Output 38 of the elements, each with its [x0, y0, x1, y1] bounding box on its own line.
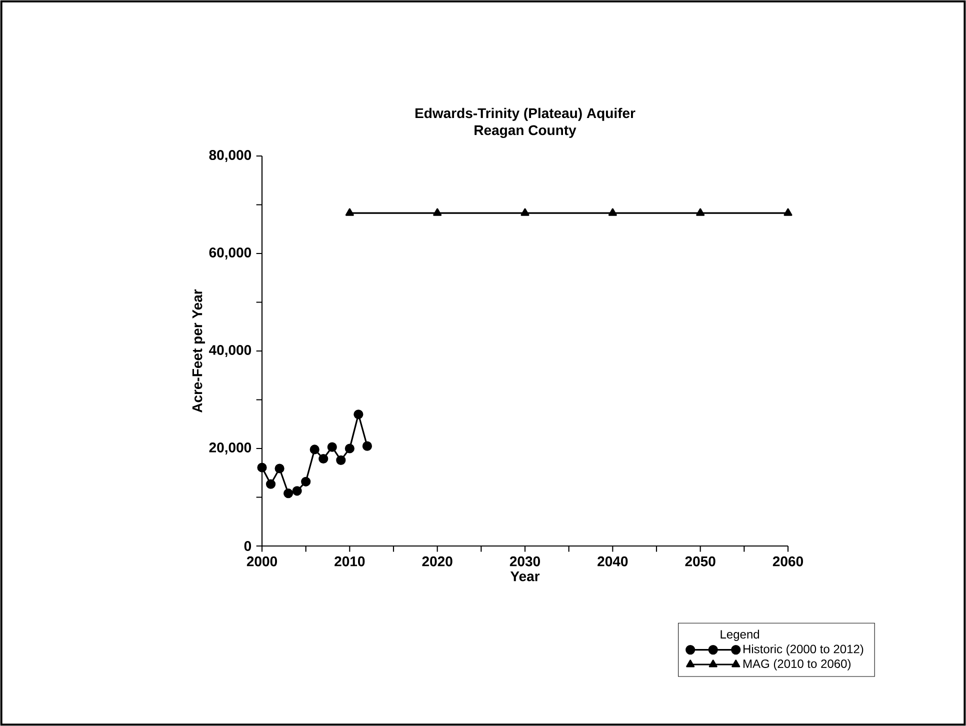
point	[784, 208, 792, 216]
point	[318, 454, 328, 464]
point	[274, 464, 284, 474]
x-tick-label: 2010	[334, 556, 365, 566]
point	[345, 208, 354, 216]
point	[354, 410, 364, 420]
y-tick-label: 80,000	[209, 150, 252, 162]
x-tick-label: 2020	[422, 556, 452, 566]
x-tick-label: 2000	[246, 556, 277, 566]
legend-label: MAG (2010 to 2060)	[744, 659, 850, 670]
legend-label: Historic (2000 to 2012)	[744, 644, 864, 656]
y-tick-label: 20,000	[209, 442, 252, 454]
point	[433, 208, 442, 216]
x-tick-label: 2040	[598, 556, 628, 566]
legend-title: Legend	[720, 630, 760, 641]
point	[344, 444, 354, 454]
x-tick-label: 2030	[510, 556, 540, 566]
x-axis-title: Year	[510, 572, 540, 582]
x-tick-label: 2050	[685, 556, 716, 566]
point	[266, 479, 276, 489]
point	[520, 208, 530, 216]
chart-subtitle: Reagan County	[474, 125, 576, 138]
point	[310, 444, 320, 454]
y-tick-label: 60,000	[209, 248, 252, 260]
point	[696, 208, 705, 216]
y-axis-title: Acre-Feet per Year	[192, 289, 205, 413]
point	[284, 488, 294, 498]
point	[327, 442, 337, 452]
point	[257, 462, 267, 472]
point	[292, 486, 302, 496]
chart-title: Edwards-Trinity (Plateau) Aquifer	[415, 108, 636, 121]
point	[608, 208, 617, 216]
x-tick-label: 2060	[772, 556, 803, 566]
point	[301, 476, 311, 486]
y-tick-label: 0	[244, 541, 252, 551]
y-tick-label: 40,000	[208, 345, 252, 357]
point	[362, 441, 372, 451]
point	[336, 455, 346, 466]
